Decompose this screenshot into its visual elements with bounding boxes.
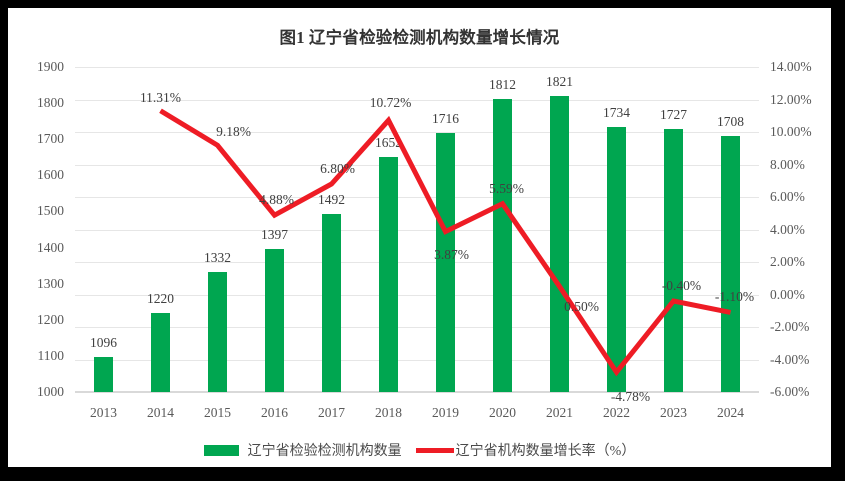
- left-axis-tick: 1000: [37, 384, 64, 399]
- legend-bar-swatch-icon: [203, 444, 239, 456]
- left-axis-tick: 1600: [37, 167, 64, 183]
- left-axis-tick: 1900: [37, 59, 64, 74]
- x-axis-tick: 2020: [489, 405, 516, 420]
- page-title: 图1 辽宁省检验检测机构数量增长情况: [279, 28, 560, 47]
- right-axis-tick: 0.00%: [770, 286, 805, 302]
- right-axis-tick: -6.00%: [770, 384, 810, 399]
- x-axis-tick: 2021: [546, 405, 573, 420]
- right-axis-tick: 2.00%: [770, 254, 805, 269]
- x-axis-tick: 2017: [318, 405, 345, 420]
- left-axis-tick: 1800: [37, 95, 64, 111]
- bar: [550, 95, 569, 392]
- left-axis-tick: 1500: [37, 203, 64, 219]
- gridline: [75, 359, 759, 361]
- legend-item-bar[interactable]: 辽宁省检验检测机构数量: [203, 440, 402, 460]
- growth-rate-label: -4.78%: [610, 389, 651, 405]
- right-axis-tick: -2.00%: [770, 319, 810, 334]
- bar: [721, 136, 740, 392]
- legend-line-label: 辽宁省机构数量增长率（%）: [455, 444, 636, 459]
- left-axis-tick: 1200: [37, 311, 64, 327]
- growth-rate-label: 10.72%: [369, 95, 412, 111]
- growth-rate-label: 0.50%: [564, 299, 599, 315]
- right-axis-tick: 4.00%: [770, 221, 805, 237]
- growth-rate-label: 5.59%: [489, 180, 524, 196]
- x-axis-tick: 2013: [90, 405, 117, 420]
- left-axis-tick: 1700: [37, 131, 64, 147]
- bar-value-label: 1727: [660, 107, 687, 123]
- bar-value-label: 1821: [546, 73, 573, 89]
- growth-rate-label: 4.88%: [259, 192, 294, 208]
- growth-rate-label: -0.40%: [661, 278, 702, 293]
- legend-item-line[interactable]: 辽宁省机构数量增长率（%）: [402, 440, 636, 460]
- x-axis-tick: 2014: [147, 405, 174, 420]
- bar-value-label: 1096: [90, 335, 117, 351]
- bar: [94, 357, 113, 392]
- gridline: [75, 197, 759, 198]
- growth-rate-label: 9.18%: [216, 124, 251, 140]
- right-axis-tick: 8.00%: [770, 156, 805, 172]
- bar: [493, 98, 512, 392]
- x-axis-tick: 2023: [660, 405, 687, 420]
- bar: [208, 272, 227, 392]
- right-axis-tick: -4.00%: [770, 351, 810, 367]
- right-axis-tick: 10.00%: [770, 124, 812, 139]
- bar: [436, 133, 455, 392]
- left-axis-tick: 1100: [37, 347, 65, 363]
- legend-bar-label: 辽宁省检验检测机构数量: [247, 444, 402, 459]
- gridline: [75, 294, 759, 296]
- x-axis-tick: 2024: [717, 405, 744, 420]
- bar: [151, 312, 170, 392]
- gridline: [75, 132, 759, 133]
- x-axis-tick: 2015: [204, 405, 231, 420]
- bar-value-label: 1492: [318, 192, 345, 208]
- x-axis-tick: 2022: [603, 405, 630, 420]
- bar-value-label: 1220: [147, 290, 174, 306]
- left-axis-tick: 1300: [37, 275, 64, 291]
- x-axis-tick: 2016: [261, 405, 288, 420]
- gridline: [75, 262, 759, 263]
- growth-rate-line: [159, 108, 731, 377]
- right-axis-tick: 6.00%: [770, 189, 805, 204]
- gridline: [75, 327, 759, 328]
- growth-rate-label: 6.80%: [320, 161, 355, 176]
- chart-card: 图1 辽宁省检验检测机构数量增长情况 1900 1800 1700 1600 1500 1…: [8, 8, 831, 467]
- bar: [607, 126, 626, 392]
- line-series: [159, 108, 731, 377]
- gridline: [75, 229, 759, 231]
- x-axis-line: [75, 391, 759, 393]
- bar: [265, 248, 284, 392]
- bar-value-label: 1812: [489, 76, 516, 92]
- gridline: [75, 99, 759, 101]
- bar: [379, 156, 398, 392]
- chart-legend: 辽宁省检验检测机构数量 辽宁省机构数量增长率（%）: [8, 440, 831, 460]
- bar-value-label: 1734: [603, 104, 630, 120]
- bar-value-label: 1397: [261, 226, 288, 242]
- bar-value-label: 1708: [717, 114, 744, 130]
- growth-rate-label: 3.87%: [434, 246, 469, 262]
- bar-value-label: 1716: [432, 111, 459, 127]
- right-axis-tick: 12.00%: [770, 91, 812, 107]
- growth-rate-label: -1.10%: [714, 289, 755, 305]
- right-axis-tick: 14.00%: [770, 59, 812, 74]
- plot-area: 1900 1800 1700 1600 1500 1400 1300 1200 1100 1000…: [37, 60, 812, 420]
- bar-value-label: 1332: [204, 250, 231, 266]
- x-axis-tick: 2018: [375, 405, 402, 420]
- bar: [664, 129, 683, 392]
- growth-rate-label: 11.31%: [139, 89, 182, 105]
- left-axis-tick: 1400: [37, 239, 64, 255]
- x-axis-tick: 2019: [432, 405, 459, 420]
- gridline: [75, 164, 759, 166]
- gridline: [75, 67, 759, 68]
- legend-line-swatch-icon: [415, 447, 454, 453]
- bar: [322, 214, 341, 392]
